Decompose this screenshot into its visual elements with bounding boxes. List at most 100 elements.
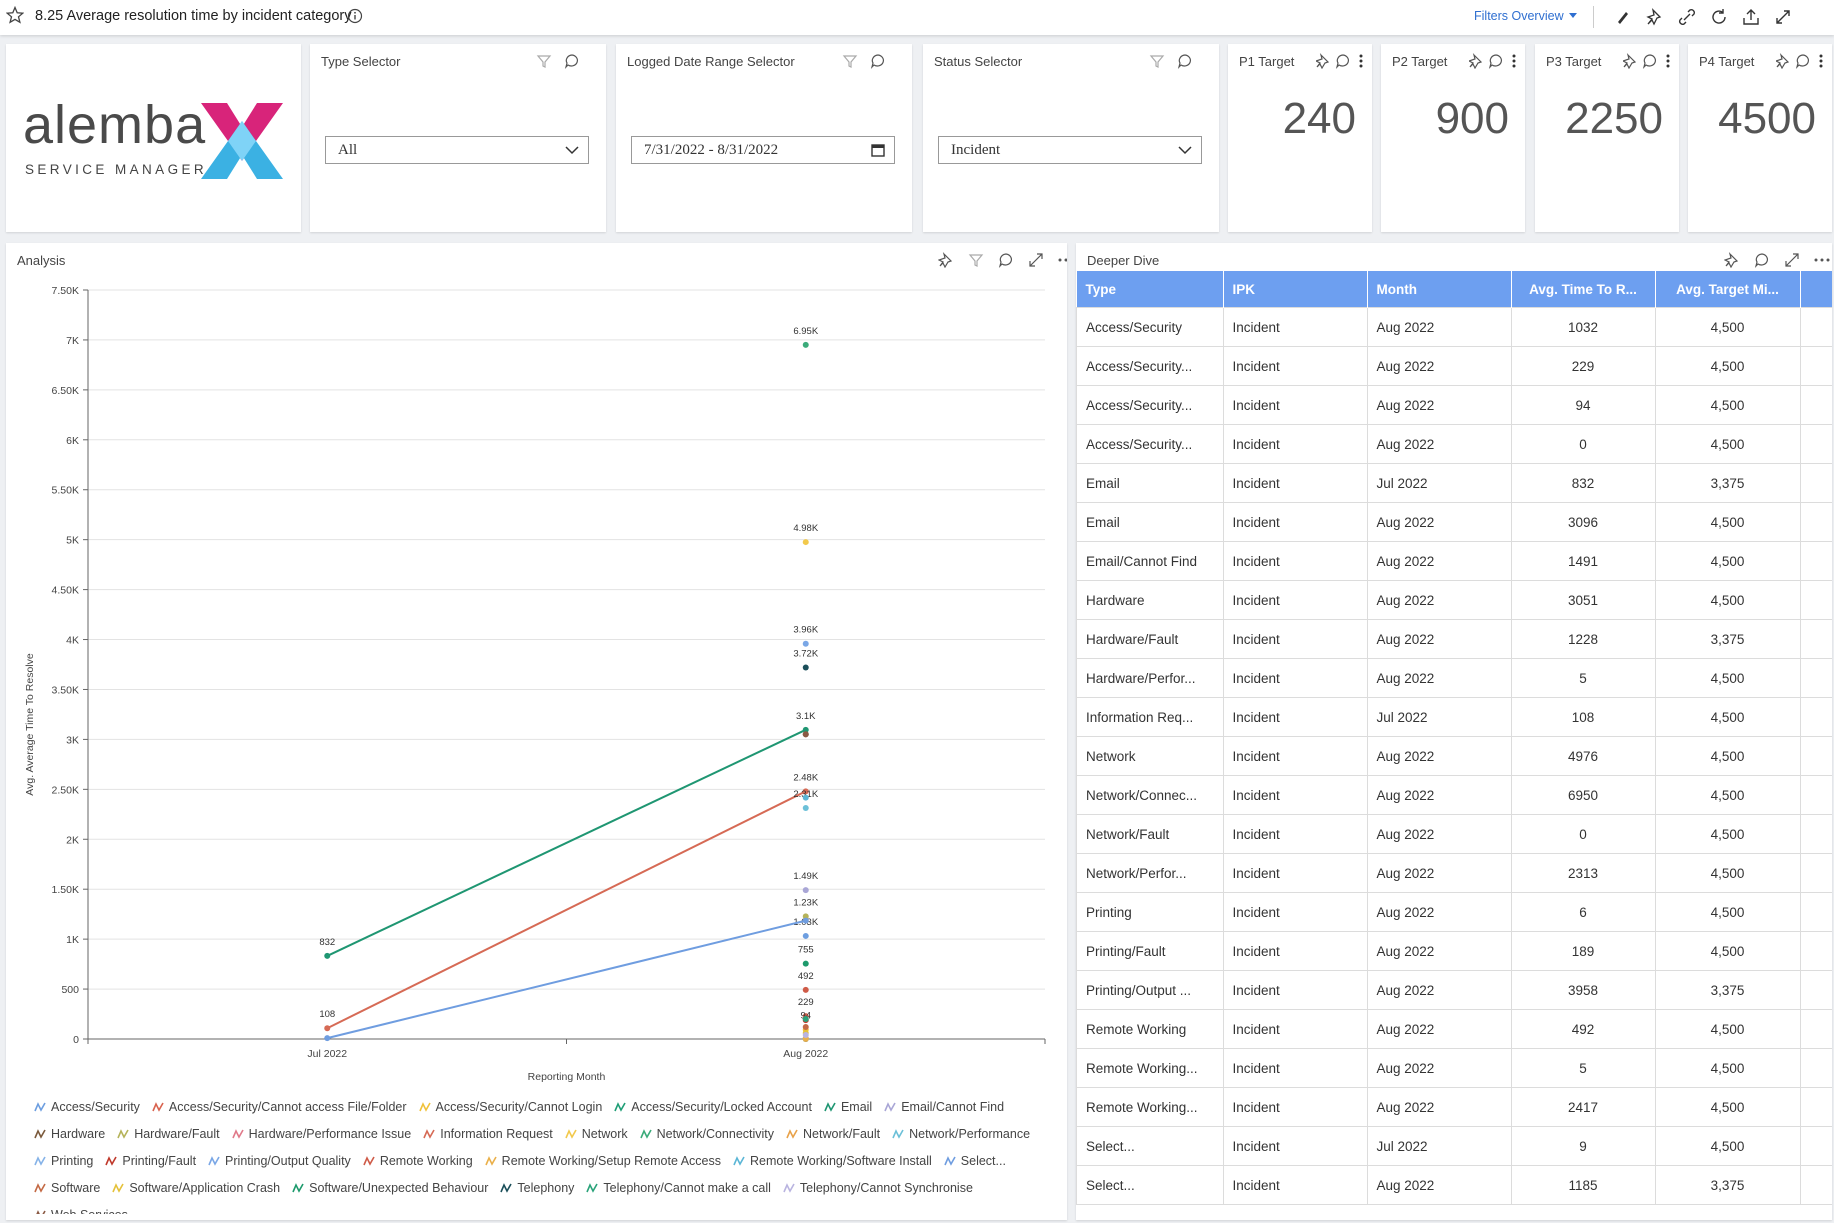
data-point [324, 1035, 331, 1042]
more-icon[interactable] [1814, 252, 1830, 268]
comment-icon[interactable] [1754, 252, 1770, 268]
favorite-icon[interactable] [6, 6, 24, 24]
refresh-icon[interactable] [1710, 8, 1728, 26]
link-icon[interactable] [1678, 8, 1696, 26]
table-cell: Incident [1222, 775, 1368, 815]
legend-icon [292, 1182, 304, 1193]
filters-overview-button[interactable]: Filters Overview [1474, 9, 1564, 23]
legend-item: Remote Working [363, 1153, 473, 1168]
legend-item: Remote Working/Setup Remote Access [484, 1153, 721, 1168]
filter-select[interactable]: All [325, 136, 589, 164]
table-cell: 5 [1510, 658, 1656, 698]
filter-select[interactable]: 7/31/2022 - 8/31/2022 [631, 136, 895, 164]
table-cell: 832 [1510, 463, 1656, 503]
expand-icon[interactable] [1774, 8, 1792, 26]
table-cell: 4,500 [1654, 931, 1801, 971]
table-cell: -4.49K [1799, 892, 1832, 932]
table-cell: +2.45K [1799, 775, 1832, 815]
legend-swatch [418, 1101, 431, 1112]
pin-icon[interactable] [1724, 252, 1740, 268]
comment-icon [564, 54, 578, 69]
data-label: 3.96K [793, 625, 818, 636]
pin-icon [1316, 53, 1330, 69]
legend-swatch [117, 1128, 129, 1139]
table-cell: Remote Working... [1076, 1048, 1224, 1088]
table-cell: +476 [1799, 736, 1832, 776]
export-icon[interactable] [1742, 8, 1760, 26]
table-cell: 6 [1510, 892, 1656, 932]
vs-target: -3.01K [1810, 554, 1833, 568]
vs-target: -2.15K [1810, 632, 1833, 646]
x-axis-title: Reporting Month [528, 1071, 606, 1083]
vs-target: -4.50K [1810, 671, 1833, 685]
filter-select[interactable]: Incident [938, 136, 1202, 164]
table-cell: -4.50K [1799, 1048, 1832, 1088]
table-cell: 4,500 [1654, 502, 1801, 542]
table-cell: Incident [1222, 619, 1368, 659]
filter-panel: Status Selector Incident [923, 44, 1219, 232]
legend-swatch [614, 1101, 626, 1112]
line-chart: 0 500 1K 1.50K 2K 2.50K 3K 3.50K 4K 4.50K 5K 5.50K 6… [24, 285, 1046, 1083]
more-dot [1512, 64, 1516, 68]
table-cell: 108 [1510, 697, 1656, 737]
table-cell: -2.19K [1799, 1165, 1833, 1205]
legend-swatch [586, 1182, 599, 1193]
vs-target: -4.50K [1810, 827, 1833, 841]
data-label: 2.48K [793, 772, 818, 783]
table-cell: 4,500 [1654, 892, 1801, 932]
legend-swatch [786, 1128, 798, 1139]
vs-target: +583 [1810, 983, 1833, 997]
legend-swatch [112, 1182, 125, 1193]
table-cell: Printing/Fault [1076, 931, 1224, 971]
data-point [802, 664, 809, 671]
table-cell: 1032 [1510, 307, 1656, 347]
expand-icon[interactable] [1784, 252, 1800, 268]
legend-swatch [105, 1155, 118, 1166]
pin-icon[interactable] [1646, 8, 1664, 26]
chevron [565, 146, 579, 155]
table-cell: 4,500 [1654, 1009, 1801, 1049]
table-cell: 6950 [1510, 775, 1656, 815]
legend-icon [34, 1155, 46, 1166]
table-cell: Printing [1076, 892, 1224, 932]
table-cell: 3,375 [1654, 619, 1801, 659]
expand-icon[interactable] [1028, 252, 1044, 268]
table-cell: Incident [1222, 502, 1368, 542]
pen-icon[interactable] [1614, 8, 1632, 26]
legend-label: Hardware [51, 1126, 106, 1141]
data-label: 2.31K [793, 789, 818, 800]
filter-icon [536, 55, 552, 68]
vs-target: -4.41K [1810, 398, 1833, 412]
table-cell: Network/Connec... [1076, 775, 1224, 815]
table-cell: 4,500 [1654, 346, 1801, 386]
table-cell: Aug 2022 [1366, 736, 1512, 776]
info-icon[interactable] [347, 8, 363, 24]
table-cell: 94 [1510, 385, 1656, 425]
y-tick-label: 4.50K [52, 585, 79, 597]
toolbar [1600, 8, 1792, 26]
table-cell: Aug 2022 [1366, 892, 1512, 932]
pin-icon[interactable] [938, 252, 954, 268]
table-cell: 492 [1510, 1009, 1656, 1049]
comment-icon[interactable] [998, 252, 1014, 268]
target-value: 900 [1435, 94, 1509, 143]
more-dot [1359, 54, 1363, 58]
vs-target: -2.19K [1810, 1178, 1833, 1192]
more-icon[interactable] [1058, 252, 1067, 268]
y-tick-label: 3K [66, 734, 79, 746]
filter-tools [1149, 54, 1191, 69]
legend-label: Network/Connectivity [656, 1126, 775, 1141]
dropdown-icon[interactable] [1568, 12, 1578, 20]
data-point [802, 640, 809, 647]
filter-icon[interactable] [968, 252, 984, 268]
target-value: 4500 [1718, 94, 1816, 143]
data-point [802, 341, 809, 348]
filter-value: All [338, 142, 358, 158]
table-cell: Select... [1076, 1165, 1224, 1205]
legend-label: Access/Security/Cannot access File/Folde… [168, 1099, 407, 1114]
column-header: Month [1367, 271, 1512, 308]
analysis-panel: Analysis 0 500 1K 1.50K 2K 2.50K 3K 3.50K 4K 4.50… [6, 243, 1067, 1220]
table-cell: -4.31K [1799, 931, 1832, 971]
